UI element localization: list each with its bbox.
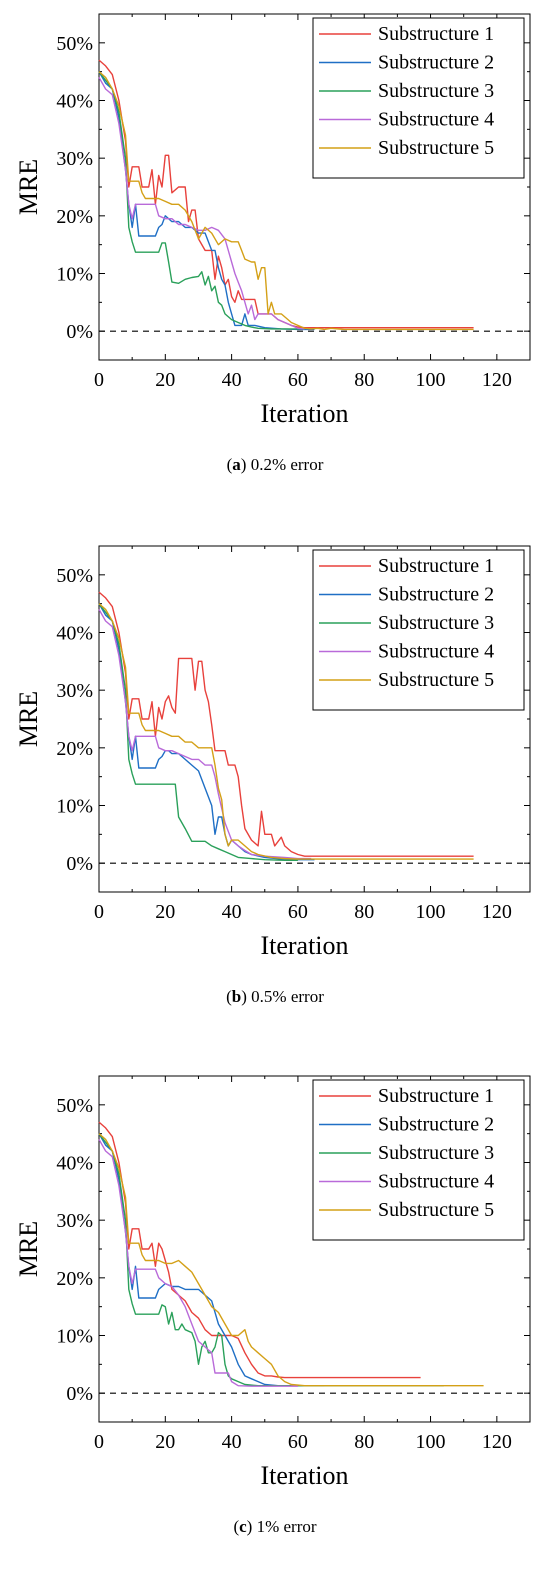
- y-tick-label: 10%: [56, 264, 93, 286]
- y-tick-label: 30%: [56, 680, 93, 702]
- y-tick-label: 20%: [56, 738, 93, 760]
- series-line-substructure-1: [98, 1121, 421, 1379]
- series-line-substructure-4: [98, 609, 312, 860]
- y-tick-label: 30%: [56, 1210, 93, 1232]
- series-line-substructure-4: [98, 77, 305, 330]
- legend-label-substructure-2: Substructure 2: [378, 52, 494, 74]
- series-line-substructure-5: [98, 1133, 484, 1387]
- x-tick-label: 40: [222, 1431, 242, 1453]
- y-tick-label: 40%: [56, 91, 93, 113]
- x-tick-label: 80: [354, 369, 374, 391]
- chart-caption-c: (c) 1% error: [233, 1517, 317, 1536]
- y-tick-label: 30%: [56, 148, 93, 170]
- x-tick-label: 60: [288, 901, 308, 923]
- y-axis-label: MRE: [14, 159, 43, 215]
- y-tick-label: 40%: [56, 1153, 93, 1175]
- legend-label-substructure-5: Substructure 5: [378, 1199, 494, 1221]
- x-tick-label: 100: [416, 369, 446, 391]
- legend-box: [312, 1079, 525, 1241]
- x-tick-label: 0: [94, 1431, 104, 1453]
- legend-label-substructure-1: Substructure 1: [378, 555, 494, 577]
- y-tick-label: 10%: [56, 796, 93, 818]
- series-line-substructure-5: [98, 71, 474, 331]
- x-tick-label: 20: [155, 901, 175, 923]
- series-line-substructure-1: [98, 591, 474, 857]
- y-axis-label: MRE: [14, 1221, 43, 1277]
- x-tick-label: 40: [222, 369, 242, 391]
- x-tick-label: 120: [482, 901, 512, 923]
- series-line-substructure-5: [98, 603, 474, 860]
- x-tick-label: 20: [155, 1431, 175, 1453]
- y-tick-label: 20%: [56, 1268, 93, 1290]
- y-tick-label: 50%: [56, 565, 93, 587]
- series-line-substructure-2: [98, 71, 315, 331]
- legend-box: [312, 17, 525, 179]
- series-line-substructure-2: [98, 603, 315, 861]
- x-tick-label: 0: [94, 901, 104, 923]
- chart-panel-b: 0 20 40 60 80 100 120 0% 10% 20% 30% 40% 50% Iteratio…: [0, 532, 550, 1052]
- x-tick-label: 120: [482, 1431, 512, 1453]
- legend-label-substructure-1: Substructure 1: [378, 23, 494, 45]
- legend-label-substructure-3: Substructure 3: [378, 1142, 494, 1164]
- legend-box: [312, 549, 525, 711]
- x-tick-label: 80: [354, 1431, 374, 1453]
- legend-label-substructure-1: Substructure 1: [378, 1085, 494, 1107]
- chart-svg-b: 0 20 40 60 80 100 120 0% 10% 20% 30% 40% 50% Iteratio…: [14, 545, 531, 960]
- series-line-substructure-4: [98, 1139, 298, 1387]
- x-tick-label: 100: [416, 1431, 446, 1453]
- legend-label-substructure-5: Substructure 5: [378, 137, 494, 159]
- y-tick-label: 0%: [66, 321, 93, 343]
- x-tick-label: 120: [482, 369, 512, 391]
- legend-label-substructure-4: Substructure 4: [378, 641, 494, 663]
- x-tick-label: 40: [222, 901, 242, 923]
- legend-label-substructure-2: Substructure 2: [378, 584, 494, 606]
- y-tick-label: 10%: [56, 1326, 93, 1348]
- y-tick-label: 0%: [66, 853, 93, 875]
- chart-panel-a: 0 20 40 60 80 100 120 0% 10% 20% 30% 40% 50% Iteratio…: [0, 0, 550, 520]
- x-tick-label: 20: [155, 369, 175, 391]
- y-tick-label: 0%: [66, 1383, 93, 1405]
- y-tick-label: 40%: [56, 623, 93, 645]
- x-tick-label: 60: [288, 369, 308, 391]
- y-tick-label: 50%: [56, 33, 93, 55]
- chart-caption-a: (a) 0.2% error: [226, 455, 324, 474]
- x-tick-label: 60: [288, 1431, 308, 1453]
- chart-svg-a: 0 20 40 60 80 100 120 0% 10% 20% 30% 40% 50% Iteratio…: [14, 13, 531, 428]
- chart-svg-c: 0 20 40 60 80 100 120 0% 10% 20% 30% 40% 50% Iteratio…: [14, 1075, 531, 1490]
- x-axis-label: Iteration: [260, 931, 348, 960]
- chart-caption-b: (b) 0.5% error: [226, 987, 324, 1006]
- y-tick-label: 50%: [56, 1095, 93, 1117]
- x-axis-label: Iteration: [260, 1461, 348, 1490]
- y-tick-label: 20%: [56, 206, 93, 228]
- x-tick-label: 80: [354, 901, 374, 923]
- x-tick-label: 100: [416, 901, 446, 923]
- series-line-substructure-2: [98, 1133, 325, 1387]
- x-tick-label: 0: [94, 369, 104, 391]
- legend-label-substructure-3: Substructure 3: [378, 612, 494, 634]
- legend-label-substructure-5: Substructure 5: [378, 669, 494, 691]
- legend-label-substructure-2: Substructure 2: [378, 1114, 494, 1136]
- series-line-substructure-3: [98, 71, 305, 330]
- legend-label-substructure-3: Substructure 3: [378, 80, 494, 102]
- chart-panel-c: 0 20 40 60 80 100 120 0% 10% 20% 30% 40% 50% Iteratio…: [0, 1062, 550, 1582]
- legend-label-substructure-4: Substructure 4: [378, 1171, 494, 1193]
- legend-label-substructure-4: Substructure 4: [378, 109, 494, 131]
- y-axis-label: MRE: [14, 691, 43, 747]
- x-axis-label: Iteration: [260, 399, 348, 428]
